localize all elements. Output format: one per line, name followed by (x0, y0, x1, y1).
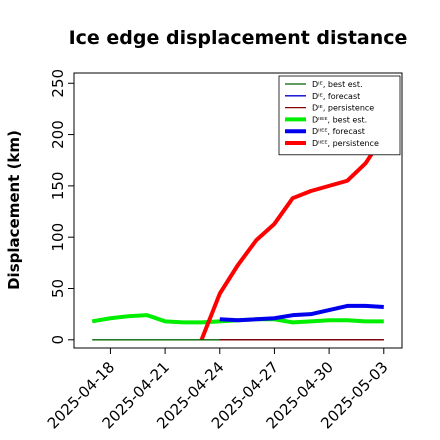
series-line (219, 303, 384, 323)
y-tick-label: 200 (49, 120, 67, 149)
y-axis-label: Displacement (km) (5, 130, 23, 290)
legend-entry: Dᴵᴵᴱᴱ, persistence (312, 139, 379, 148)
y-tick-label: 150 (49, 172, 67, 201)
legend-entry: Dᴵᴱ, forecast (312, 92, 360, 101)
y-tick-label: 50 (49, 279, 67, 298)
legend-entry: Dᴵᴱ, best est. (312, 80, 363, 89)
legend-entry: Dᴵᴱ, persistence (312, 104, 374, 113)
chart-title: Ice edge displacement distance (69, 27, 408, 49)
legend-entry: Dᴵᴵᴱᴱ, best est. (312, 115, 367, 124)
legend-entry: Dᴵᴵᴱᴱ, forecast (312, 127, 365, 136)
x-axis: 2025-04-182025-04-212025-04-242025-04-27… (44, 348, 392, 432)
y-axis: 0 50 100 150 200 250 (49, 69, 74, 345)
y-tick-label: 0 (49, 335, 67, 345)
plot-area (91, 134, 386, 341)
plot-frame (73, 72, 403, 349)
legend: Dᴵᴱ, best est. Dᴵᴱ, forecast Dᴵᴱ, persiste… (278, 75, 401, 156)
y-tick-label: 250 (49, 69, 67, 98)
y-tick-label: 100 (49, 223, 67, 252)
series-line (199, 134, 386, 341)
